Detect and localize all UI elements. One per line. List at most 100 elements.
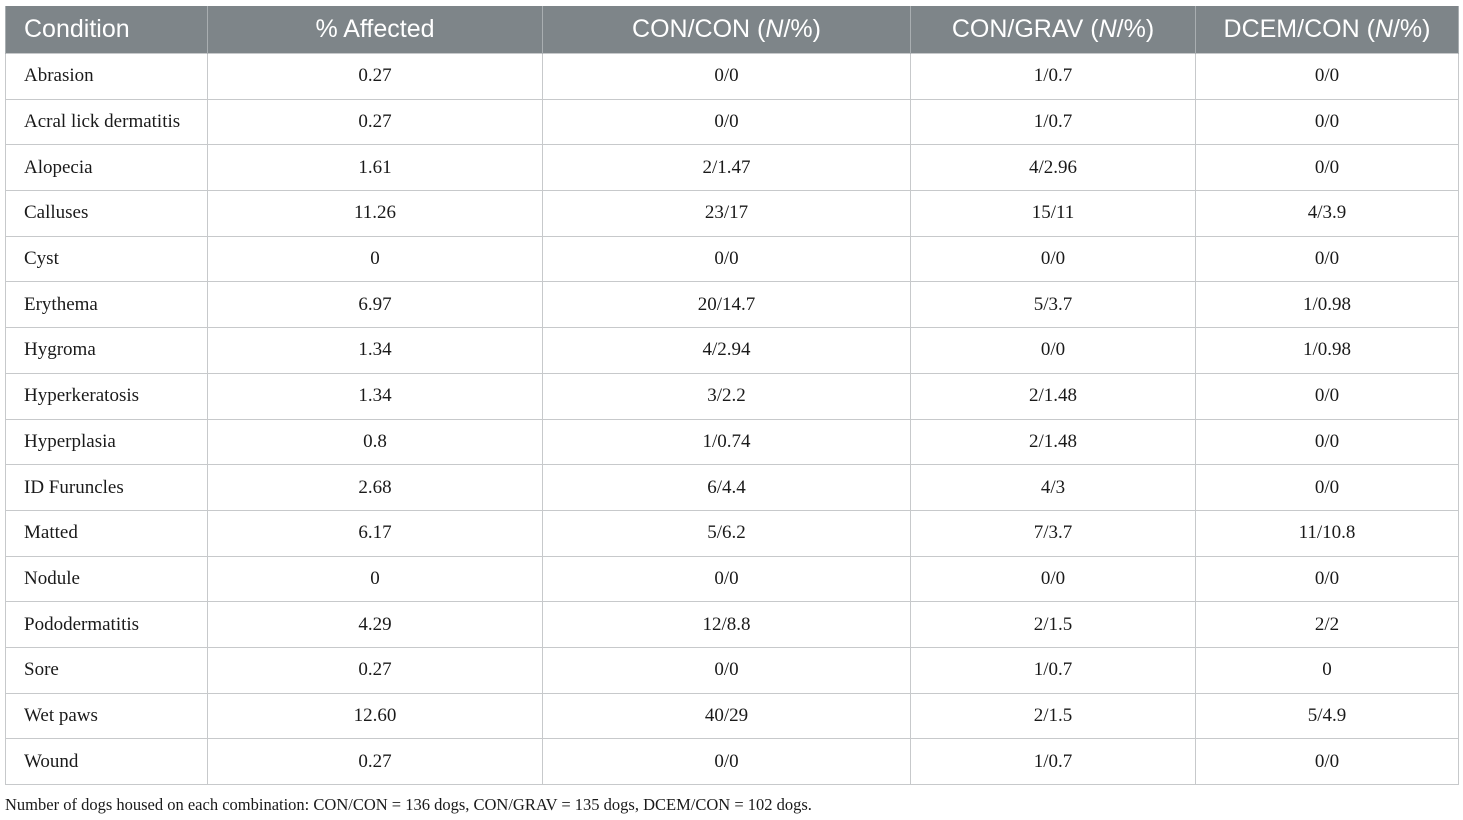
condition-cell: Wet paws	[5, 692, 208, 740]
dcem-con-cell: 0/0	[1195, 418, 1459, 466]
condition-cell: Cyst	[5, 235, 208, 283]
dcem-con-cell: 4/3.9	[1195, 190, 1459, 237]
header-label: Condition	[24, 15, 130, 43]
header-label-em: N	[1374, 15, 1393, 43]
condition-cell: Erythema	[5, 281, 208, 329]
header-label-pre: CON/GRAV (	[951, 15, 1099, 43]
condition-cell: Hygroma	[5, 327, 208, 374]
condition-cell: Nodule	[5, 555, 208, 603]
con-con-cell: 12/8.8	[542, 601, 911, 648]
header-label-post: /%)	[783, 15, 821, 43]
dcem-con-cell: 0/0	[1195, 372, 1459, 420]
percent-affected-cell: 0.27	[207, 53, 543, 100]
con-con-cell: 1/0.74	[542, 418, 911, 466]
header-percent-affected: % Affected	[207, 6, 543, 54]
condition-cell: Alopecia	[5, 144, 208, 192]
table-row: Sore 0.27 0/0 1/0.7 0	[5, 646, 1459, 694]
condition-cell: Hyperplasia	[5, 418, 208, 466]
table-row: Alopecia 1.61 2/1.47 4/2.96 0/0	[5, 144, 1459, 192]
con-grav-cell: 0/0	[910, 555, 1196, 603]
percent-affected-cell: 2.68	[207, 464, 543, 511]
condition-cell: Sore	[5, 646, 208, 694]
con-grav-cell: 1/0.7	[910, 98, 1196, 146]
header-label-post: /%)	[1392, 15, 1431, 43]
con-con-cell: 5/6.2	[542, 509, 911, 557]
con-con-cell: 0/0	[542, 646, 911, 694]
conditions-table: Condition % Affected CON/CON (N/%) CON/G…	[5, 6, 1459, 785]
con-con-cell: 6/4.4	[542, 464, 911, 511]
percent-affected-cell: 0.27	[207, 646, 543, 694]
table-row: Cyst 0 0/0 0/0 0/0	[5, 235, 1459, 283]
con-con-cell: 40/29	[542, 692, 911, 740]
dcem-con-cell: 0	[1195, 646, 1459, 694]
condition-cell: Abrasion	[5, 53, 208, 100]
condition-cell: ID Furuncles	[5, 464, 208, 511]
header-con-con: CON/CON (N/%)	[542, 6, 911, 54]
con-con-cell: 23/17	[542, 190, 911, 237]
percent-affected-cell: 0.27	[207, 98, 543, 146]
percent-affected-cell: 0	[207, 235, 543, 283]
table-row: Abrasion 0.27 0/0 1/0.7 0/0	[5, 53, 1459, 100]
con-grav-cell: 5/3.7	[910, 281, 1196, 329]
percent-affected-cell: 6.17	[207, 509, 543, 557]
con-con-cell: 0/0	[542, 235, 911, 283]
header-label: % Affected	[315, 15, 435, 43]
con-grav-cell: 4/2.96	[910, 144, 1196, 192]
percent-affected-cell: 0.8	[207, 418, 543, 466]
con-con-cell: 2/1.47	[542, 144, 911, 192]
table-row: Erythema 6.97 20/14.7 5/3.7 1/0.98	[5, 281, 1459, 329]
table-row: Hyperkeratosis 1.34 3/2.2 2/1.48 0/0	[5, 372, 1459, 420]
dcem-con-cell: 0/0	[1195, 53, 1459, 100]
dcem-con-cell: 5/4.9	[1195, 692, 1459, 740]
condition-cell: Wound	[5, 738, 208, 785]
percent-affected-cell: 0.27	[207, 738, 543, 785]
con-con-cell: 0/0	[542, 53, 911, 100]
con-grav-cell: 15/11	[910, 190, 1196, 237]
con-grav-cell: 2/1.48	[910, 418, 1196, 466]
table-row: Calluses 11.26 23/17 15/11 4/3.9	[5, 190, 1459, 237]
dcem-con-cell: 2/2	[1195, 601, 1459, 648]
dcem-con-cell: 0/0	[1195, 235, 1459, 283]
dcem-con-cell: 0/0	[1195, 738, 1459, 785]
dcem-con-cell: 0/0	[1195, 555, 1459, 603]
condition-cell: Acral lick dermatitis	[5, 98, 208, 146]
table-body: Abrasion 0.27 0/0 1/0.7 0/0 Acral lick dermat…	[5, 53, 1459, 785]
header-label-pre: CON/CON (	[632, 15, 766, 43]
percent-affected-cell: 0	[207, 555, 543, 603]
percent-affected-cell: 6.97	[207, 281, 543, 329]
table-row: Pododermatitis 4.29 12/8.8 2/1.5 2/2	[5, 601, 1459, 648]
table-container: Condition % Affected CON/CON (N/%) CON/G…	[5, 6, 1459, 785]
table-row: Acral lick dermatitis 0.27 0/0 1/0.7 0/0	[5, 98, 1459, 146]
header-label-em: N	[765, 15, 784, 43]
condition-cell: Matted	[5, 509, 208, 557]
condition-cell: Hyperkeratosis	[5, 372, 208, 420]
header-label-post: /%)	[1116, 15, 1155, 43]
con-con-cell: 20/14.7	[542, 281, 911, 329]
header-label-pre: DCEM/CON (	[1223, 15, 1375, 43]
table-row: Nodule 0 0/0 0/0 0/0	[5, 555, 1459, 603]
header-condition: Condition	[5, 6, 208, 54]
header-dcem-con: DCEM/CON (N/%)	[1195, 6, 1459, 54]
header-con-grav: CON/GRAV (N/%)	[910, 6, 1196, 54]
percent-affected-cell: 11.26	[207, 190, 543, 237]
con-grav-cell: 0/0	[910, 327, 1196, 374]
table-row: Wet paws 12.60 40/29 2/1.5 5/4.9	[5, 692, 1459, 740]
condition-cell: Calluses	[5, 190, 208, 237]
condition-cell: Pododermatitis	[5, 601, 208, 648]
dcem-con-cell: 1/0.98	[1195, 281, 1459, 329]
table-row: Hygroma 1.34 4/2.94 0/0 1/0.98	[5, 327, 1459, 374]
header-label-em: N	[1098, 15, 1117, 43]
con-grav-cell: 4/3	[910, 464, 1196, 511]
con-grav-cell: 1/0.7	[910, 53, 1196, 100]
con-con-cell: 0/0	[542, 738, 911, 785]
con-con-cell: 3/2.2	[542, 372, 911, 420]
con-grav-cell: 0/0	[910, 235, 1196, 283]
con-grav-cell: 2/1.5	[910, 692, 1196, 740]
dcem-con-cell: 0/0	[1195, 144, 1459, 192]
percent-affected-cell: 4.29	[207, 601, 543, 648]
percent-affected-cell: 1.34	[207, 372, 543, 420]
con-con-cell: 4/2.94	[542, 327, 911, 374]
con-grav-cell: 2/1.48	[910, 372, 1196, 420]
table-row: Wound 0.27 0/0 1/0.7 0/0	[5, 738, 1459, 785]
dcem-con-cell: 11/10.8	[1195, 509, 1459, 557]
